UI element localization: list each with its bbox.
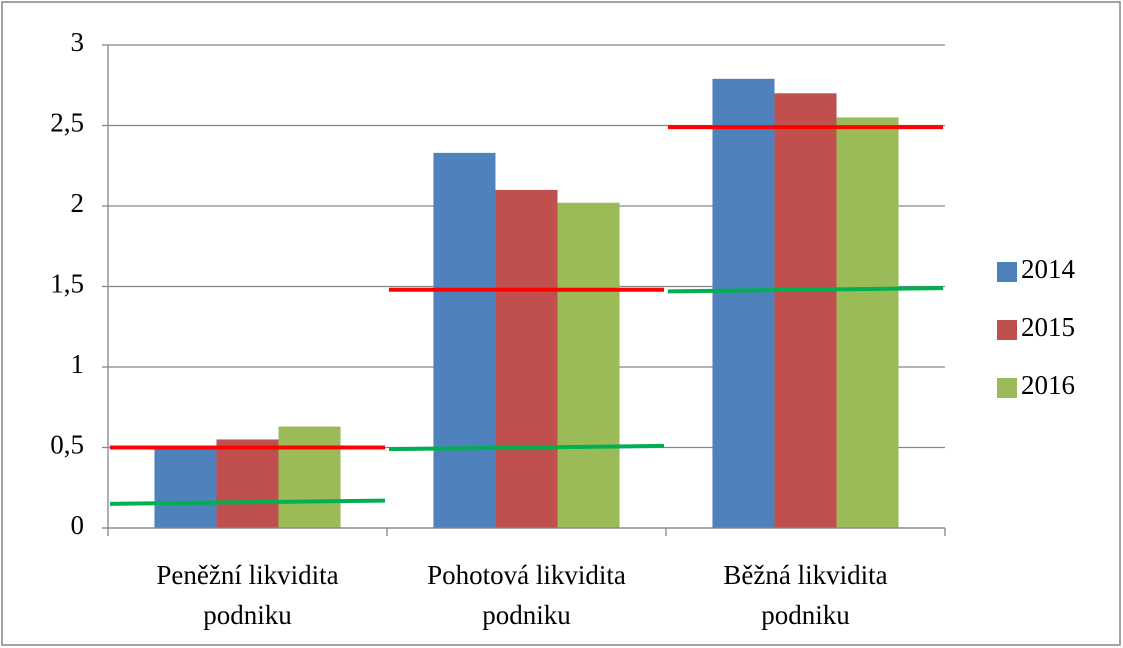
reference-line [667, 286, 944, 294]
bar [712, 78, 775, 528]
bar [836, 117, 899, 528]
reference-line [109, 498, 386, 506]
x-tick-label: Peněžní likvidita [156, 560, 338, 590]
legend-label: 2014 [1021, 254, 1076, 284]
legend-swatch [997, 378, 1017, 398]
bar [557, 202, 620, 528]
y-tick-label: 2 [71, 188, 85, 218]
legend-swatch [997, 262, 1017, 282]
bar [433, 152, 496, 528]
legend-swatch [997, 320, 1017, 340]
x-tick-label: podniku [482, 600, 571, 630]
y-tick-label: 2,5 [50, 108, 84, 138]
bar [495, 189, 558, 528]
y-tick-label: 0 [71, 510, 85, 540]
x-tick-label: podniku [203, 600, 292, 630]
x-tick-label: Běžná likvidita [723, 560, 887, 590]
reference-line [388, 443, 665, 452]
y-tick-label: 0,5 [50, 430, 84, 460]
legend-label: 2016 [1021, 370, 1075, 400]
bar [216, 439, 279, 528]
y-tick-label: 1,5 [50, 269, 84, 299]
bar [774, 93, 837, 529]
bar [278, 426, 341, 528]
y-tick-label: 3 [71, 27, 85, 57]
x-tick-label: Pohotová likvidita [427, 560, 626, 590]
y-tick-label: 1 [71, 349, 85, 379]
bar [154, 447, 217, 528]
x-tick-label: podniku [761, 600, 850, 630]
legend-label: 2015 [1021, 312, 1075, 342]
